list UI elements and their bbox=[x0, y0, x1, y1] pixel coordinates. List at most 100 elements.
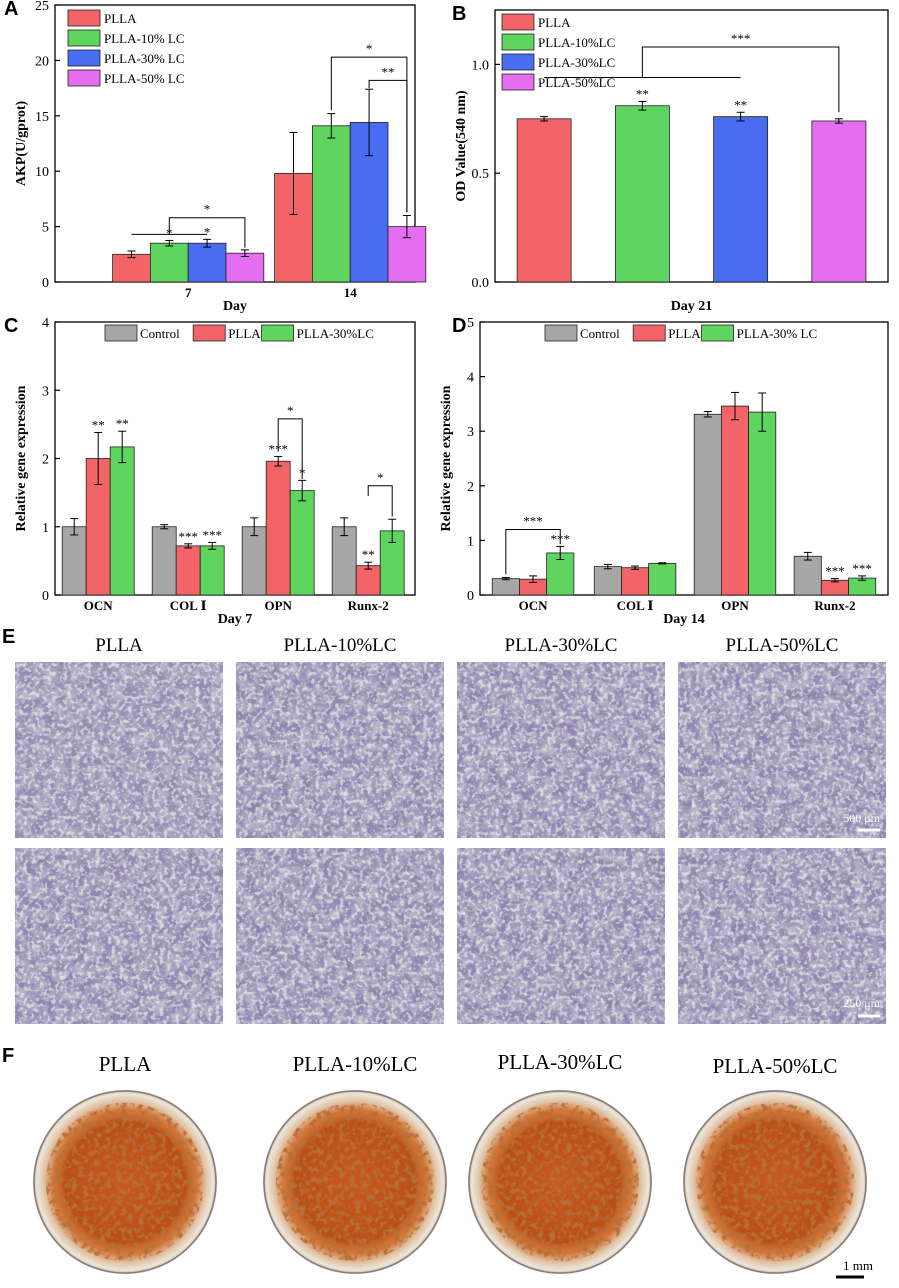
micrograph-image bbox=[15, 848, 223, 1024]
bar bbox=[241, 526, 267, 596]
bar bbox=[61, 526, 87, 596]
plot-frame bbox=[479, 321, 889, 596]
y-tick-label: 20 bbox=[35, 54, 49, 69]
legend-label: PLLA-50%LC bbox=[538, 75, 615, 90]
y-tick-label: 25 bbox=[35, 0, 49, 14]
disk-title: PLLA bbox=[99, 1052, 152, 1076]
x-tick-label: Runx-2 bbox=[814, 598, 855, 613]
bar bbox=[151, 526, 177, 596]
legend-label: PLLA bbox=[538, 15, 571, 30]
panel-letter: E bbox=[2, 626, 15, 648]
bar bbox=[811, 120, 867, 283]
y-tick-label: 0 bbox=[467, 589, 474, 604]
y-tick-label: 1.0 bbox=[472, 58, 490, 73]
legend-label: PLLA-30% LC bbox=[737, 326, 818, 341]
legend-label: PLLA-30%LC bbox=[538, 55, 615, 70]
micrograph-title: PLLA-10%LC bbox=[284, 635, 397, 656]
y-tick-label: 3 bbox=[467, 425, 474, 440]
bar bbox=[175, 545, 201, 596]
bar bbox=[199, 545, 225, 596]
significance-bracket bbox=[368, 79, 408, 213]
bar bbox=[721, 405, 750, 596]
significance-label: *** bbox=[202, 527, 222, 542]
legend-swatch bbox=[701, 324, 734, 342]
bracket-label: * bbox=[377, 470, 384, 485]
legend: PLLA PLLA-10%LC PLLA-30%LC PLLA-50%LC bbox=[501, 13, 615, 91]
y-tick-label: 2 bbox=[467, 480, 474, 495]
significance-label: ** bbox=[116, 416, 129, 431]
micrograph-image bbox=[236, 662, 444, 838]
panel-letter: A bbox=[4, 0, 18, 20]
panel-letter: F bbox=[2, 1045, 14, 1067]
bar bbox=[516, 118, 572, 283]
stained-disk bbox=[33, 1090, 217, 1274]
significance-label: ** bbox=[734, 97, 747, 112]
panel-letter: D bbox=[452, 315, 466, 337]
legend-label: PLLA-10% LC bbox=[104, 31, 185, 46]
bar bbox=[491, 578, 520, 596]
legend-label: PLLA-30%LC bbox=[297, 326, 374, 341]
bar bbox=[112, 253, 151, 283]
panel-e-micrographs: E PLLA PLLA-10%LC PLLA-30%LC PLLA-50%LC 500 μ… bbox=[2, 626, 886, 1024]
legend: Control PLLA PLLA-30%LC bbox=[104, 324, 374, 342]
bar bbox=[748, 411, 777, 596]
legend-label: PLLA bbox=[104, 11, 137, 26]
legend-swatch bbox=[501, 53, 535, 71]
significance-bracket bbox=[641, 46, 840, 113]
scale-bar-label: 1 mm bbox=[843, 1258, 873, 1273]
micrograph-image bbox=[678, 848, 886, 1024]
micrograph-image bbox=[457, 662, 665, 838]
legend: Control PLLA PLLA-30% LC bbox=[544, 324, 818, 342]
bar bbox=[149, 242, 189, 283]
significance-bracket bbox=[168, 217, 246, 248]
scale-bar-label: 500 μm bbox=[843, 811, 880, 825]
bar bbox=[648, 562, 677, 596]
bracket-label: *** bbox=[731, 31, 751, 46]
y-tick-label: 4 bbox=[42, 316, 49, 331]
legend-label: PLLA-50% LC bbox=[104, 71, 185, 86]
bar bbox=[109, 446, 135, 596]
bracket-label: * bbox=[287, 403, 294, 418]
micrograph-image bbox=[457, 848, 665, 1024]
bar bbox=[311, 125, 351, 283]
x-tick-label: COL Ⅰ bbox=[617, 598, 654, 613]
plot-frame bbox=[494, 9, 889, 283]
y-tick-label: 1 bbox=[42, 521, 49, 536]
bar bbox=[820, 579, 849, 596]
legend-swatch bbox=[67, 49, 101, 67]
legend-label: PLLA bbox=[668, 326, 701, 341]
disk-title: PLLA-10%LC bbox=[293, 1052, 418, 1076]
bar bbox=[265, 460, 291, 596]
bar bbox=[693, 413, 722, 596]
y-tick-label: 1 bbox=[467, 534, 474, 549]
legend-swatch bbox=[544, 324, 578, 342]
micrograph-title: PLLA-30%LC bbox=[505, 635, 618, 656]
micrograph-image bbox=[236, 848, 444, 1024]
bar bbox=[713, 116, 769, 283]
legend-swatch bbox=[67, 29, 101, 47]
y-axis-label: Relative gene expression bbox=[14, 385, 29, 531]
stained-disk bbox=[468, 1090, 652, 1274]
micrograph-image bbox=[678, 662, 886, 838]
y-tick-label: 10 bbox=[35, 165, 49, 180]
panel-letter: B bbox=[452, 3, 466, 25]
y-tick-label: 2 bbox=[42, 453, 49, 468]
bar bbox=[793, 555, 822, 596]
x-axis-label: Day bbox=[223, 299, 247, 314]
y-axis-label: OD Value(540 nm) bbox=[454, 90, 469, 202]
bracket-label: ** bbox=[382, 64, 395, 79]
x-tick-label: Runx-2 bbox=[348, 598, 389, 613]
y-tick-label: 4 bbox=[467, 371, 474, 386]
x-axis-label: Day 7 bbox=[218, 612, 253, 627]
legend-swatch bbox=[192, 324, 226, 342]
legend-swatch bbox=[67, 9, 101, 27]
chart-b: B0.00.51.0OD Value(540 nm)Day 21*******P… bbox=[452, 3, 889, 314]
bar bbox=[614, 105, 670, 283]
disk-title: PLLA-50%LC bbox=[713, 1054, 838, 1078]
legend-swatch bbox=[67, 69, 101, 87]
x-axis-label: Day 14 bbox=[663, 612, 705, 627]
legend-swatch bbox=[501, 13, 535, 31]
